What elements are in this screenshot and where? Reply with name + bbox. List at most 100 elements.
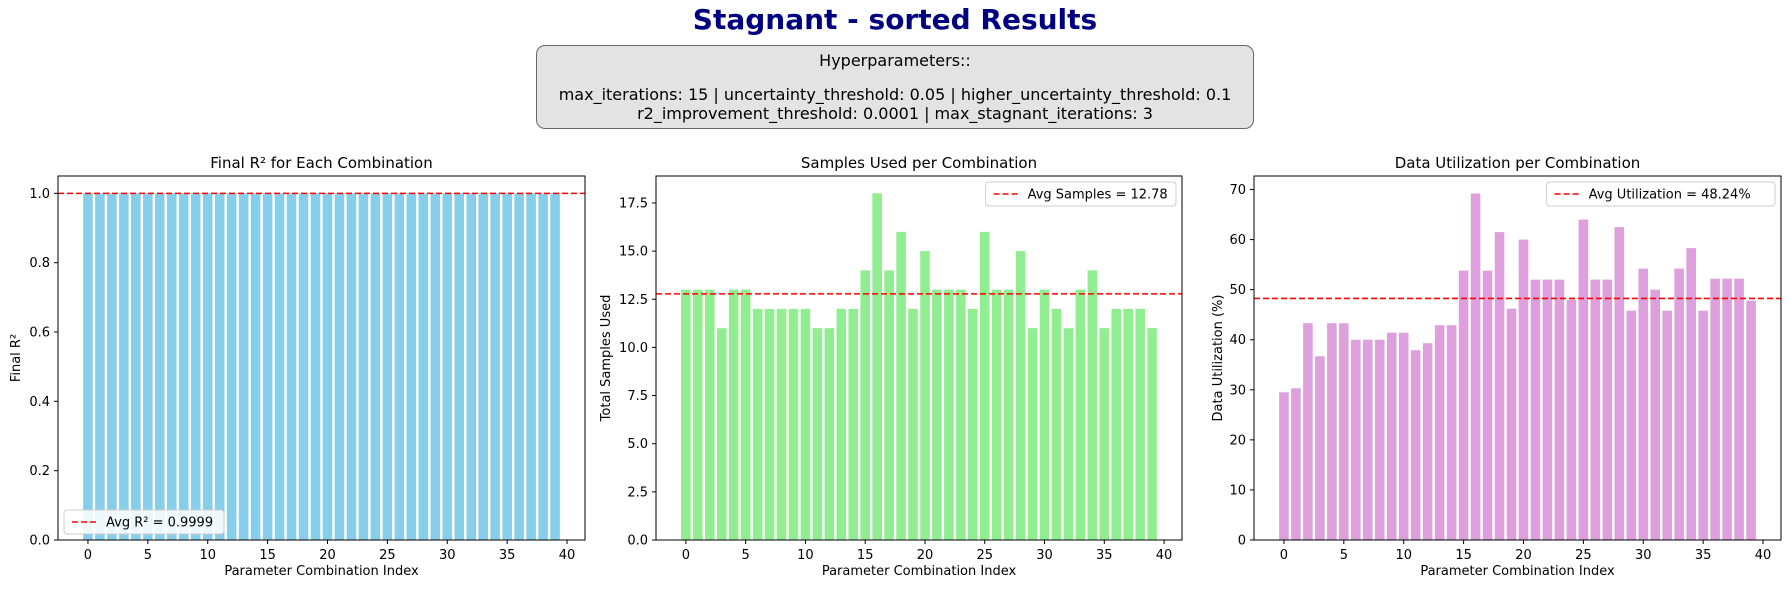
bar — [238, 193, 249, 541]
bar — [932, 289, 942, 540]
y-tick-label: 15.0 — [619, 245, 648, 260]
bar — [1530, 279, 1541, 540]
x-tick-label: 30 — [439, 548, 456, 563]
legend-box — [63, 509, 225, 535]
x-tick-label: 40 — [1755, 548, 1772, 563]
bar — [1698, 310, 1708, 540]
x-tick-label: 0 — [84, 548, 92, 563]
bar — [442, 193, 453, 541]
bar — [1051, 308, 1062, 540]
bar — [884, 270, 894, 540]
axes-frame — [655, 175, 1183, 541]
bar — [836, 308, 847, 540]
y-tick-label: 30 — [1229, 383, 1246, 398]
bar — [382, 193, 393, 541]
bar — [1063, 328, 1074, 540]
axes-frame — [1253, 175, 1782, 541]
chart-title: Final R² for Each Combination — [210, 154, 433, 172]
bar — [1398, 332, 1409, 540]
x-tick-label: 35 — [1695, 548, 1712, 563]
x-tick-label: 30 — [1635, 548, 1652, 563]
bar — [95, 193, 105, 541]
bar — [1434, 325, 1445, 540]
x-axis-label: Parameter Combination Index — [224, 564, 419, 579]
legend-label: Avg Samples = 12.78 — [1028, 188, 1168, 203]
y-tick-label: 17.5 — [619, 196, 648, 211]
chart-title: Data Utilization per Combination — [1395, 154, 1641, 172]
x-tick-label: 10 — [199, 548, 216, 563]
bar — [430, 193, 441, 541]
y-tick-label: 60 — [1229, 233, 1246, 248]
x-tick-label: 20 — [917, 548, 934, 563]
bar — [166, 193, 177, 541]
bar — [968, 308, 978, 540]
y-tick-label: 0.0 — [627, 534, 648, 549]
bar — [1626, 310, 1637, 540]
bar — [226, 193, 237, 541]
x-tick-label: 0 — [1280, 548, 1288, 563]
bar — [1135, 308, 1145, 540]
hyperparameters-box: Hyperparameters:: max_iterations: 15 | u… — [536, 45, 1254, 129]
y-tick-label: 70 — [1229, 183, 1246, 198]
bar — [944, 289, 954, 540]
x-tick-label: 15 — [1455, 548, 1472, 563]
bar — [1027, 328, 1038, 540]
bar — [107, 193, 117, 541]
bar — [920, 251, 930, 540]
bar — [1303, 323, 1313, 540]
bar — [526, 193, 536, 541]
x-tick-label: 20 — [1515, 548, 1532, 563]
y-tick-label: 0.8 — [29, 256, 50, 271]
y-tick-label: 10.0 — [619, 341, 648, 356]
bar — [1291, 388, 1301, 540]
hyperparameters-line-1: max_iterations: 15 | uncertainty_thresho… — [558, 85, 1232, 104]
y-tick-label: 2.5 — [627, 485, 648, 500]
x-tick-label: 25 — [379, 548, 396, 563]
bar — [1279, 392, 1289, 540]
bar — [848, 308, 859, 540]
bar — [979, 231, 990, 540]
bar — [346, 193, 357, 541]
bar — [298, 193, 309, 541]
bar — [250, 193, 261, 541]
bar — [991, 289, 1002, 540]
y-tick-label: 5.0 — [627, 437, 648, 452]
legend-label: Avg Utilization = 48.24% — [1589, 188, 1751, 203]
x-tick-label: 30 — [1036, 548, 1053, 563]
x-tick-label: 0 — [682, 548, 690, 563]
bar — [394, 193, 405, 541]
bar — [956, 289, 966, 540]
bar — [538, 193, 548, 541]
bar — [752, 308, 763, 540]
bar — [1339, 323, 1349, 540]
bar — [1039, 289, 1050, 540]
bar — [1746, 300, 1756, 540]
x-tick-label: 35 — [499, 548, 516, 563]
bar — [550, 193, 560, 541]
bar — [812, 328, 823, 540]
bar — [740, 289, 751, 540]
bar — [1602, 279, 1613, 540]
bar — [190, 193, 201, 541]
bar — [1722, 278, 1732, 540]
bar — [214, 193, 225, 541]
bar — [310, 193, 321, 541]
y-tick-label: 0.0 — [29, 534, 50, 549]
legend-box — [1546, 181, 1776, 207]
x-tick-label: 40 — [1156, 548, 1173, 563]
bar — [1111, 308, 1122, 540]
bar — [1482, 270, 1493, 540]
bar — [1494, 232, 1505, 540]
bar — [1075, 289, 1086, 540]
y-tick-label: 40 — [1229, 333, 1246, 348]
y-tick-label: 20 — [1229, 433, 1246, 448]
bar — [119, 193, 129, 541]
hyperparameters-heading: Hyperparameters:: — [819, 51, 971, 70]
chart-title: Samples Used per Combination — [801, 154, 1037, 172]
y-tick-label: 12.5 — [619, 293, 648, 308]
x-tick-label: 10 — [797, 548, 814, 563]
bar — [1566, 299, 1577, 540]
bar — [322, 193, 333, 541]
bar — [681, 289, 691, 540]
bar — [418, 193, 429, 541]
